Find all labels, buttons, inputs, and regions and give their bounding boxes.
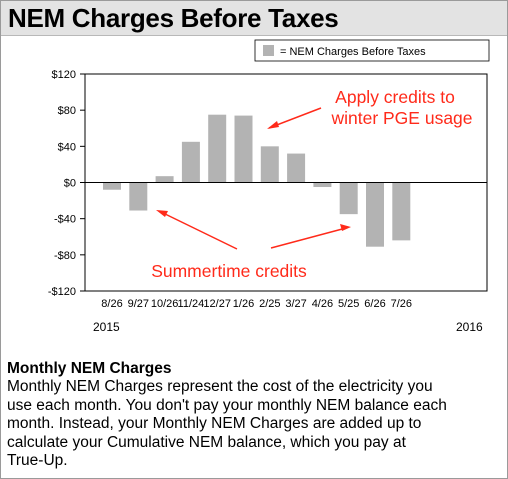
x-tick-label: 11/24 (178, 298, 205, 310)
description-line-4: calculate your Cumulative NEM balance, w… (7, 433, 406, 451)
bar-10-26 (155, 176, 174, 183)
y-axis: $120 $80 $40 $0 -$40 -$80 -$120 (48, 69, 85, 298)
bar-11-24 (181, 141, 200, 183)
bar-1-26 (234, 115, 253, 183)
y-tick-label: $120 (52, 69, 76, 81)
bar-7-26 (392, 182, 411, 241)
x-tick-label: 1/26 (233, 298, 254, 310)
bar-6-26 (366, 182, 384, 247)
description-line-3: month. Instead, your Monthly NEM Charges… (7, 415, 422, 433)
arrow-summer-right-line (270, 227, 347, 249)
year-label-end: 2016 (456, 320, 483, 334)
bar-2-25 (260, 146, 279, 183)
description-line-5: True-Up. (7, 452, 68, 470)
x-tick-label: 6/26 (364, 298, 385, 310)
description-line-2: use each month. You don't pay your month… (7, 396, 447, 414)
description-title: Monthly NEM Charges (7, 360, 172, 377)
y-tick-label: $0 (64, 178, 76, 190)
annotation-summer-label: Summertime credits (151, 261, 307, 281)
bar-4-26 (313, 182, 332, 188)
description-line-1: Monthly NEM Charges represent the cost o… (7, 378, 433, 395)
bar-5-25 (339, 182, 358, 215)
x-tick-label: 7/26 (391, 298, 412, 310)
x-tick-label: 9/27 (128, 298, 149, 310)
header-bar: NEM Charges Before Taxes (1, 1, 507, 36)
legend-label: = NEM Charges Before Taxes (280, 46, 426, 58)
y-tick-label: $40 (58, 141, 76, 153)
nem-bar-chart: = NEM Charges Before Taxes $120 $80 $40 $0 -… (48, 39, 490, 334)
legend-swatch (263, 45, 274, 56)
bar-12-27 (208, 114, 227, 183)
arrow-summer-left-head (156, 210, 168, 217)
bar-9-27 (129, 182, 148, 211)
description: Monthly NEM Charges Monthly NEM Charges … (7, 359, 503, 471)
annotation-summer: Summertime credits (151, 210, 351, 281)
bar-3-27 (287, 153, 306, 183)
y-tick-label: -$120 (48, 286, 76, 298)
bar-series (103, 114, 411, 247)
arrow-summer-right-head (340, 224, 351, 231)
x-tick-label: 12/27 (203, 298, 231, 310)
bar-8-26 (103, 182, 121, 190)
x-tick-label: 3/27 (285, 298, 306, 310)
x-tick-label: 8/26 (101, 298, 122, 310)
annotation-winter-line1: Apply credits to (335, 87, 455, 107)
y-tick-label: -$40 (54, 214, 76, 226)
x-tick-label: 10/26 (151, 298, 179, 310)
x-tick-label: 4/26 (312, 298, 333, 310)
x-tick-label: 5/25 (338, 298, 359, 310)
annotation-winter-line2: winter PGE usage (330, 108, 472, 128)
y-tick-label: -$80 (54, 250, 76, 262)
legend-box (254, 39, 490, 62)
y-tick-label: $80 (58, 105, 76, 117)
x-tick-label: 2/25 (259, 298, 280, 310)
annotation-winter: Apply credits to winter PGE usage (267, 87, 473, 129)
page-title: NEM Charges Before Taxes (8, 3, 339, 33)
arrow-summer-left-line (160, 211, 238, 250)
year-label-start: 2015 (93, 320, 120, 334)
legend: = NEM Charges Before Taxes (254, 39, 490, 62)
arrow-winter-head (267, 121, 279, 129)
x-axis: 8/26 9/27 10/26 11/24 12/27 1/26 2/25 3/27 4/26 5… (101, 298, 412, 310)
